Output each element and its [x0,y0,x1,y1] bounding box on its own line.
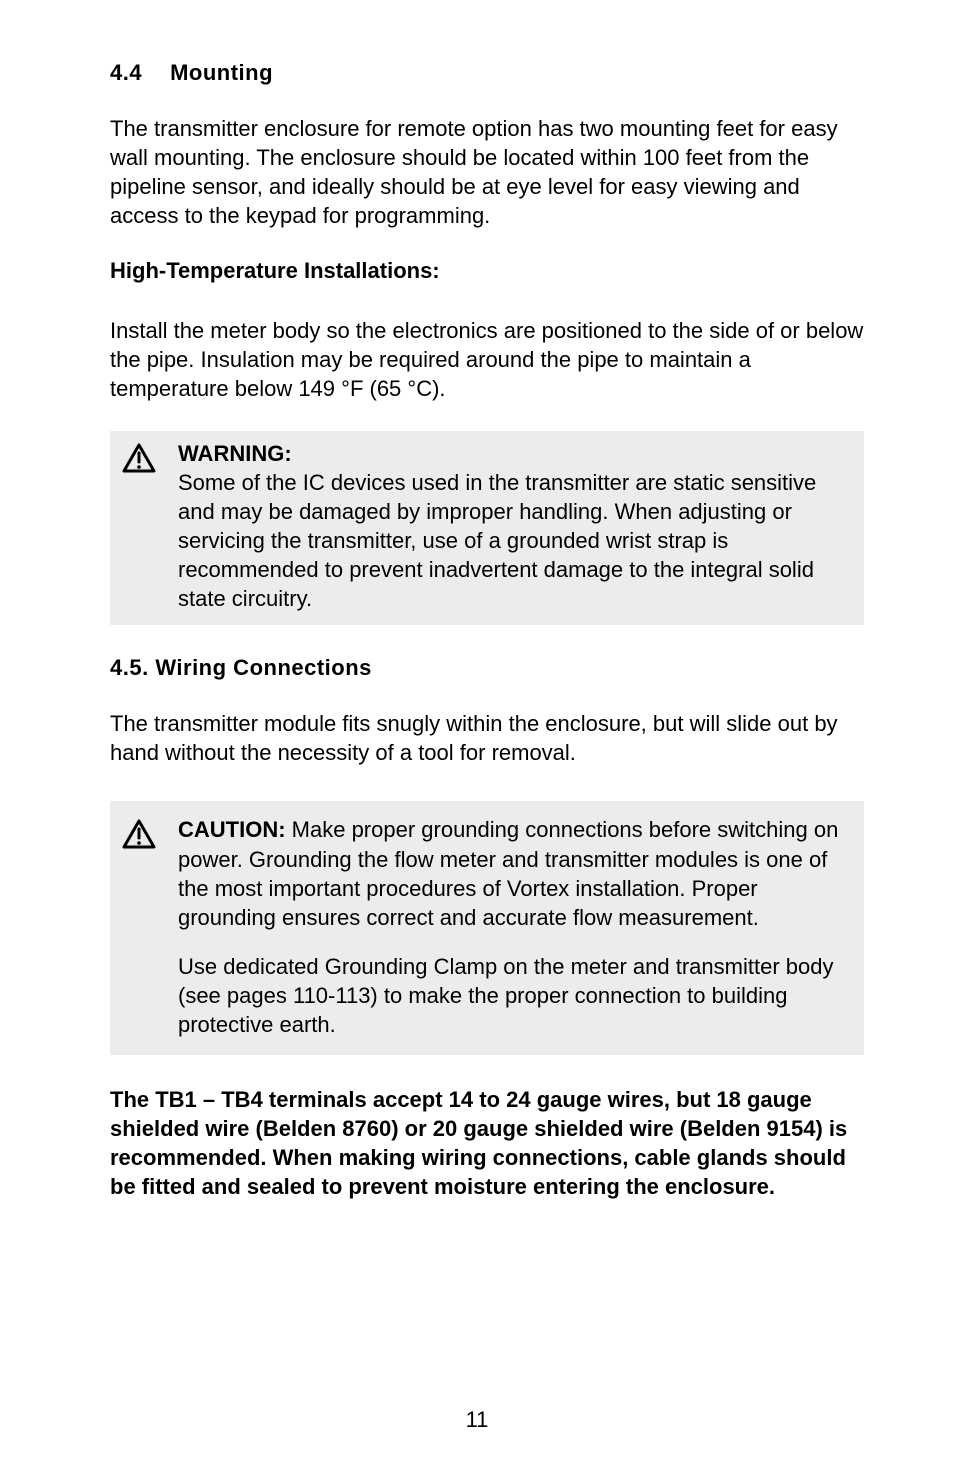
page-number: 11 [0,1407,954,1433]
warning-body: Some of the IC devices used in the trans… [178,468,846,613]
mounting-body: The transmitter enclosure for remote opt… [110,114,864,230]
section-title-2: Wiring Connections [155,655,372,680]
section-heading-mounting: 4.4 Mounting [110,60,864,86]
caution-icon [122,819,156,854]
section-heading-wiring: 4.5. Wiring Connections [110,655,864,681]
caution-label: CAUTION: [178,817,286,842]
warning-callout: WARNING: Some of the IC devices used in … [110,431,864,625]
caution-para-2: Use dedicated Grounding Clamp on the met… [178,952,846,1039]
caution-text-block: CAUTION: Make proper grounding connectio… [178,815,846,1038]
high-temp-heading: High-Temperature Installations: [110,258,864,284]
caution-callout: CAUTION: Make proper grounding connectio… [110,801,864,1054]
warning-icon [122,443,156,478]
section-number-2: 4.5. [110,655,149,680]
final-note: The TB1 – TB4 terminals accept 14 to 24 … [110,1085,864,1201]
section-title: Mounting [170,60,273,85]
caution-para-1: CAUTION: Make proper grounding connectio… [178,815,846,931]
warning-label: WARNING: [178,439,846,468]
section-number: 4.4 [110,60,142,86]
high-temp-body: Install the meter body so the electronic… [110,316,864,403]
wiring-body: The transmitter module fits snugly withi… [110,709,864,767]
warning-text-block: WARNING: Some of the IC devices used in … [178,439,846,613]
